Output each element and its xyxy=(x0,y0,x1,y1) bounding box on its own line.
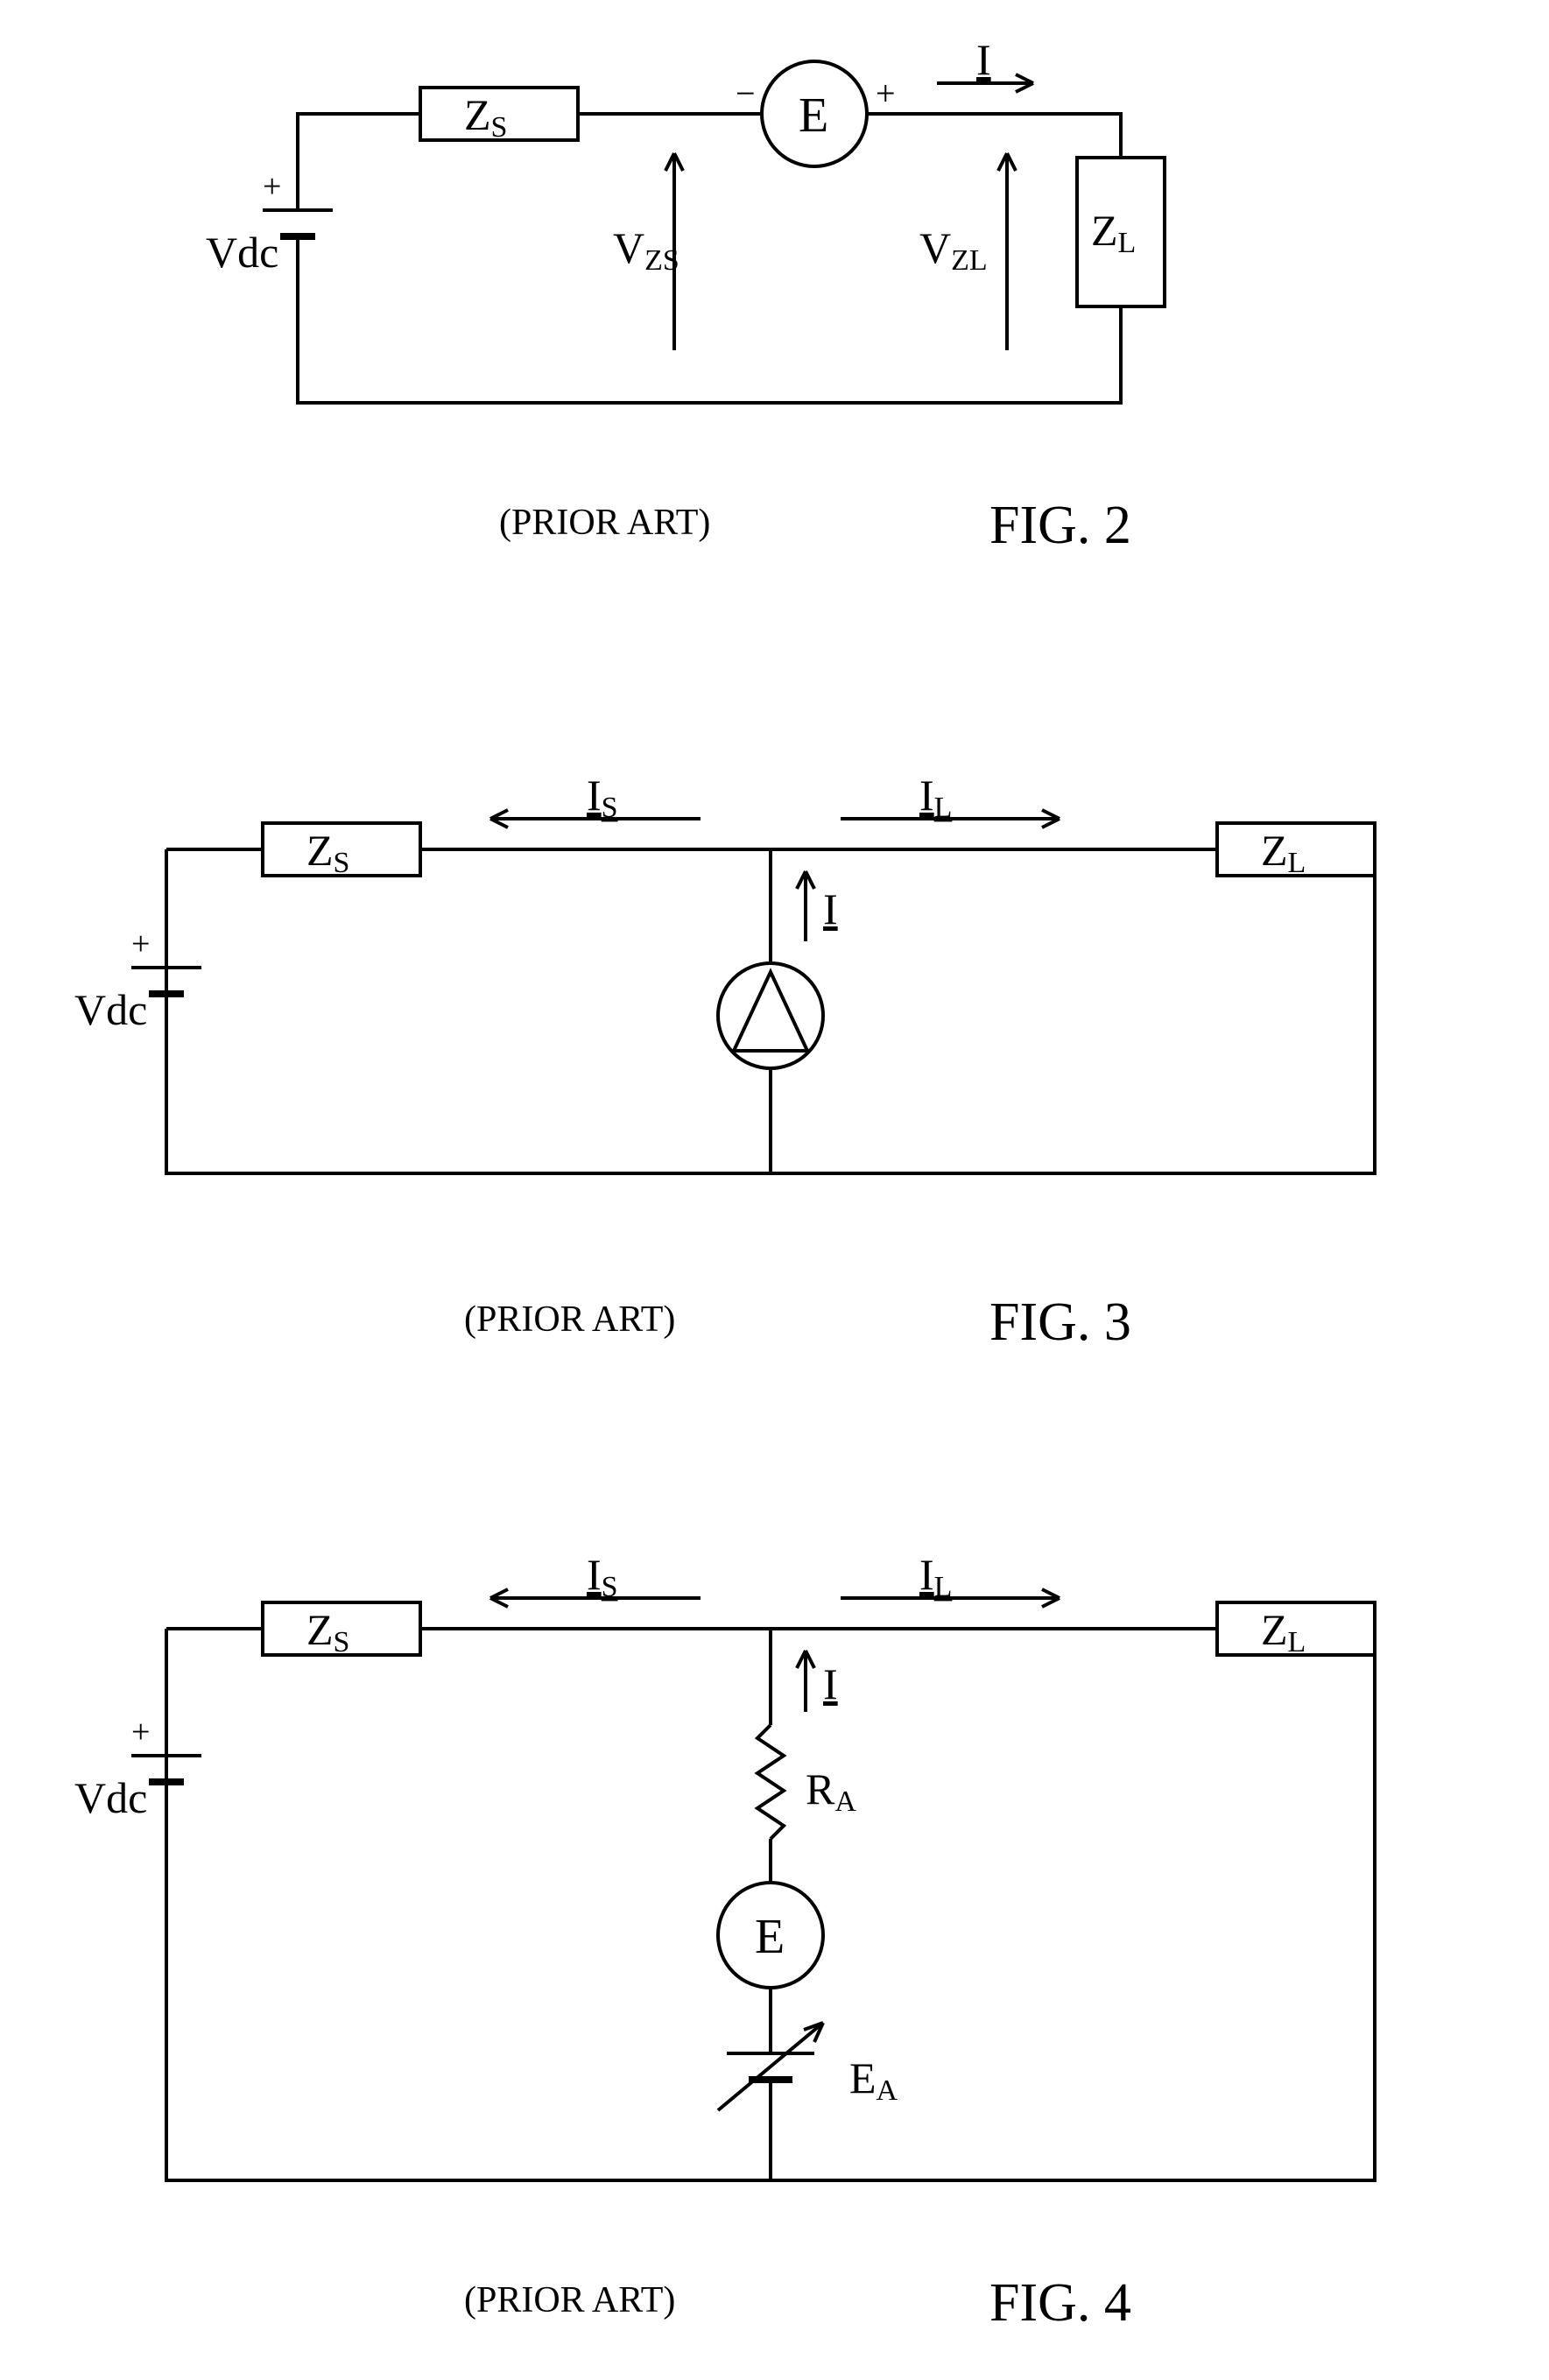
fig4-e: E xyxy=(755,1910,785,1964)
fig4: Vdc + ZS ZL IS IL I RA E EA (PRIOR ART) … xyxy=(74,1550,1375,2333)
fig4-is: IS xyxy=(587,1550,618,1603)
fig3-vdc: Vdc xyxy=(74,985,147,1034)
fig2-vzl: VZL xyxy=(919,223,988,277)
fig3-il: IL xyxy=(919,771,952,824)
diagram-canvas: Vdc + ZS − + E I VZS VZL ZL (PRIOR ART) … xyxy=(0,0,1549,2380)
fig4-batt-plus: + xyxy=(131,1714,150,1750)
fig3-priorart: (PRIOR ART) xyxy=(464,1299,675,1340)
fig2-e: E xyxy=(799,88,828,143)
fig3-is: IS xyxy=(587,771,618,824)
fig3-label: FIG. 3 xyxy=(989,1292,1131,1352)
fig4-priorart: (PRIOR ART) xyxy=(464,2280,675,2320)
fig2-priorart: (PRIOR ART) xyxy=(499,503,710,543)
page: Vdc + ZS − + E I VZS VZL ZL (PRIOR ART) … xyxy=(0,0,1549,2380)
fig4-i: I xyxy=(823,1659,838,1708)
fig4-il: IL xyxy=(919,1550,952,1603)
fig4-label: FIG. 4 xyxy=(989,2273,1131,2333)
fig4-ra: RA xyxy=(806,1764,856,1818)
fig2-vzs: VZS xyxy=(613,223,679,277)
fig3: Vdc + ZS ZL IS IL I (PRIOR ART) FIG. 3 xyxy=(74,771,1375,1352)
fig2: Vdc + ZS − + E I VZS VZL ZL (PRIOR ART) … xyxy=(206,35,1165,555)
fig4-vdc: Vdc xyxy=(74,1773,147,1822)
fig3-batt-plus: + xyxy=(131,926,150,962)
fig4-ea: EA xyxy=(849,2053,898,2107)
fig2-vdc: Vdc xyxy=(206,228,278,277)
fig2-e-plus: + xyxy=(876,74,896,113)
fig2-batt-plus: + xyxy=(263,168,281,205)
fig2-i: I xyxy=(976,35,991,84)
fig2-label: FIG. 2 xyxy=(989,496,1131,555)
fig2-e-minus: − xyxy=(736,74,756,113)
fig3-i: I xyxy=(823,884,838,933)
